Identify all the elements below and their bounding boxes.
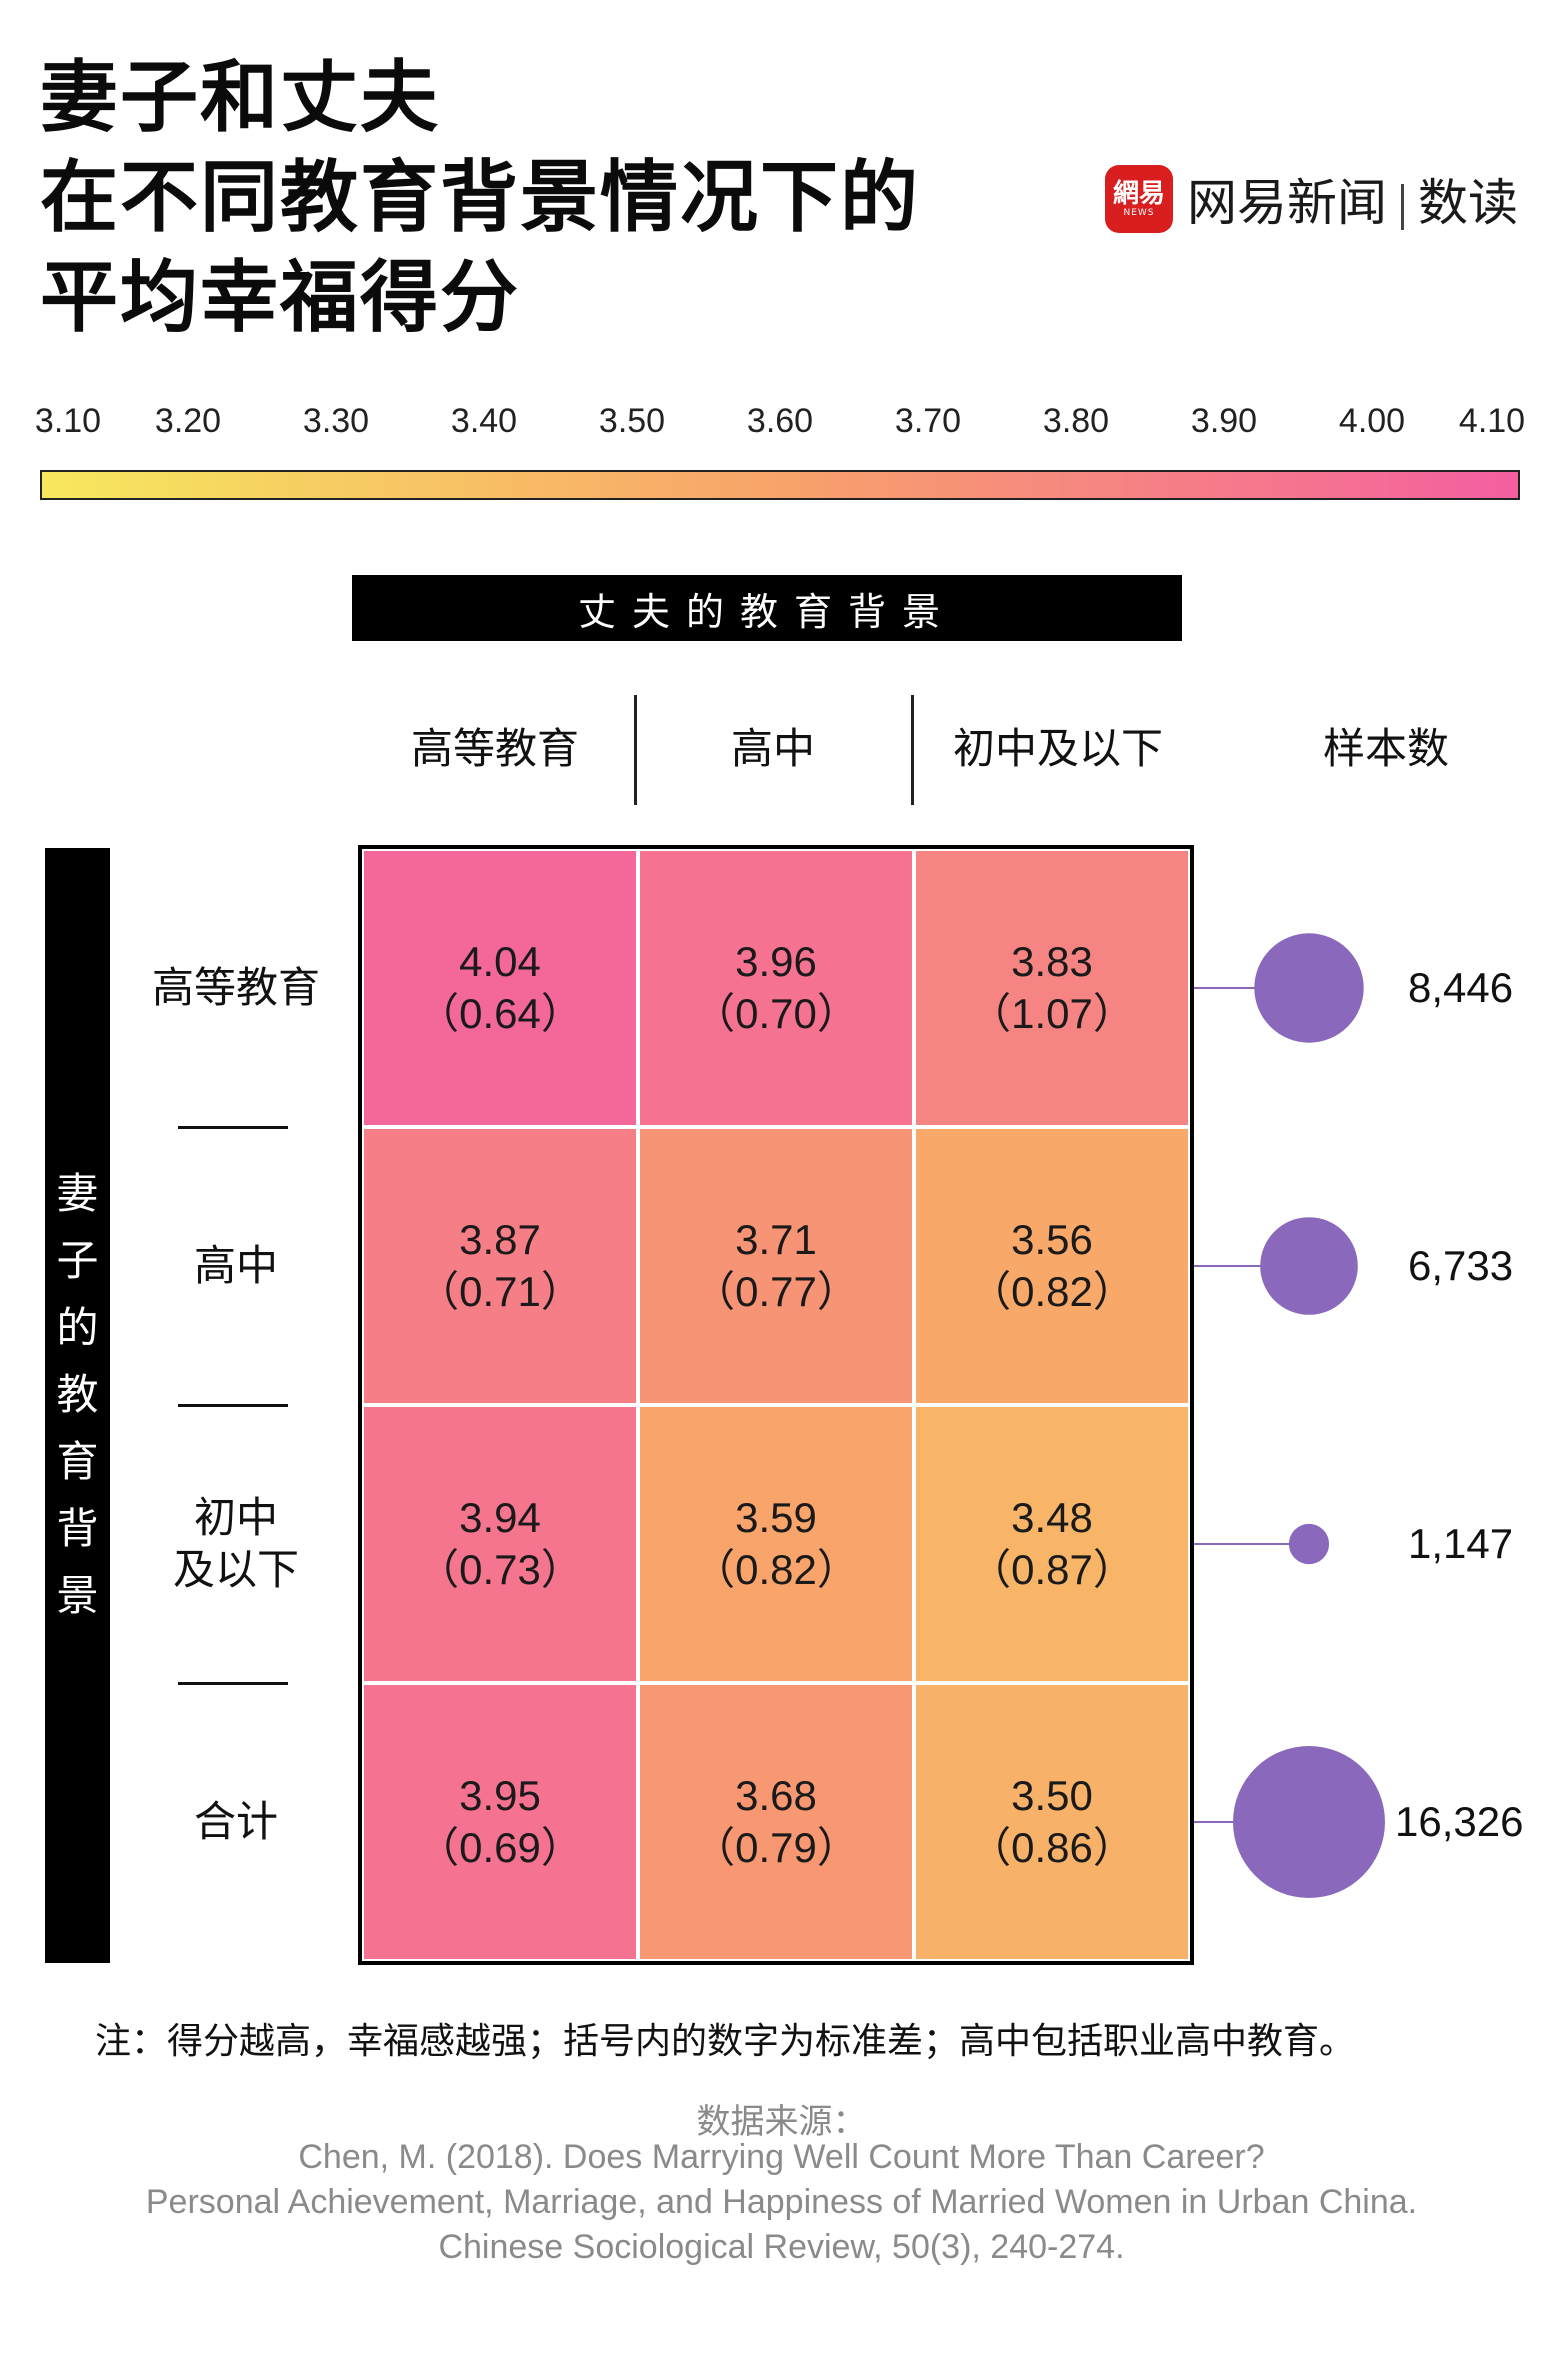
side-label-char: 妻: [56, 1169, 99, 1218]
cell-sd-label: （0.64）: [417, 990, 583, 1037]
heatmap-cell: 3.94 （0.73）: [362, 1405, 638, 1683]
heatmap-grid: 4.04 （0.64） 3.96 （0.70） 3.83 （1.07） 3.87 （0.71）…: [358, 845, 1194, 1965]
sample-size-label: 16,326: [1395, 1798, 1524, 1845]
source-label: 数据来源：: [696, 2102, 867, 2142]
cell-mean-label: 3.50: [1011, 1772, 1093, 1819]
source-line-3: Chinese Sociological Review, 50(3), 240-…: [438, 2228, 1125, 2266]
heatmap-cell: 3.48 （0.87）: [914, 1405, 1190, 1683]
sample-size-label: 1,147: [1408, 1520, 1514, 1567]
sample-size-bubble: [1254, 933, 1364, 1043]
cell-mean-label: 3.48: [1011, 1494, 1093, 1541]
colorbar-tick-label: 3.50: [598, 402, 666, 440]
row-separator: [178, 1126, 288, 1129]
colorbar-tick-label: 3.40: [450, 402, 518, 440]
brand-badge-sub: NEWS: [1123, 208, 1155, 218]
side-label-char: 育: [56, 1437, 99, 1486]
cell-sd-label: （0.82）: [969, 1268, 1135, 1315]
brand-name: 网易新闻: [1187, 174, 1387, 232]
side-label-char: 背: [56, 1504, 99, 1553]
colorbar-tick-label: 3.10: [34, 402, 102, 440]
cell-mean-label: 3.95: [459, 1772, 541, 1819]
wife-education-label: 妻子的教育背景: [45, 848, 110, 1963]
sample-size-label: 8,446: [1408, 964, 1514, 1011]
cell-sd-label: （0.71）: [417, 1268, 583, 1315]
row-label: 高等教育: [151, 963, 321, 1012]
colorbar-tick-label: 3.20: [154, 402, 222, 440]
cell-mean-label: 3.56: [1011, 1216, 1093, 1263]
source-line-2: Personal Achievement, Marriage, and Happ…: [145, 2183, 1418, 2221]
sample-size-bubble: [1233, 1746, 1385, 1898]
heatmap-cell: 3.71 （0.77）: [638, 1127, 914, 1405]
col-header-highschool: 高中: [730, 724, 816, 773]
husband-education-banner: 丈夫的教育背景: [352, 575, 1182, 641]
row-label: 高中: [193, 1241, 279, 1290]
heatmap-cell: 3.87 （0.71）: [362, 1127, 638, 1405]
sample-size-bubble: [1260, 1217, 1358, 1315]
col-header-higher: 高等教育: [410, 724, 580, 773]
color-scale-bar: [40, 470, 1520, 500]
cell-sd-label: （0.73）: [417, 1546, 583, 1593]
cell-mean-label: 3.59: [735, 1494, 817, 1541]
cell-mean-label: 4.04: [459, 938, 541, 985]
cell-sd-label: （1.07）: [969, 990, 1135, 1037]
col-header-sample: 样本数: [1322, 724, 1450, 773]
title-line-2: 在不同教育背景情况下的: [40, 153, 921, 243]
cell-sd-label: （0.86）: [969, 1824, 1135, 1871]
cell-mean-label: 3.87: [459, 1216, 541, 1263]
source-line-1: Chen, M. (2018). Does Marrying Well Coun…: [298, 2138, 1265, 2176]
col-header-divider: [634, 695, 637, 805]
brand-badge-main: 網易: [1112, 179, 1165, 209]
heatmap-cell: 3.95 （0.69）: [362, 1683, 638, 1961]
heatmap-cell: 3.56 （0.82）: [914, 1127, 1190, 1405]
heatmap-cell: 3.50 （0.86）: [914, 1683, 1190, 1961]
colorbar-tick-label: 3.60: [746, 402, 814, 440]
heatmap-cell: 4.04 （0.64）: [362, 849, 638, 1127]
heatmap-cell: 3.83 （1.07）: [914, 849, 1190, 1127]
cell-sd-label: （0.79）: [693, 1824, 859, 1871]
cell-mean-label: 3.96: [735, 938, 817, 985]
colorbar-tick-label: 4.10: [1458, 402, 1526, 440]
heatmap-cell: 3.59 （0.82）: [638, 1405, 914, 1683]
brand-badge-icon: 網易 NEWS: [1105, 165, 1173, 233]
cell-mean-label: 3.71: [735, 1216, 817, 1263]
footnote: 注：得分越高，幸福感越强；括号内的数字为标准差；高中包括职业高中教育。: [95, 2021, 1356, 2062]
heatmap-cell: 3.68 （0.79）: [638, 1683, 914, 1961]
cell-mean-label: 3.94: [459, 1494, 541, 1541]
cell-sd-label: （0.70）: [693, 990, 859, 1037]
colorbar-tick-label: 3.80: [1042, 402, 1110, 440]
col-header-divider: [911, 695, 914, 805]
brand-section: 数读: [1418, 174, 1518, 232]
sample-size-label: 6,733: [1408, 1242, 1514, 1289]
title-line-3: 平均幸福得分: [40, 253, 521, 343]
colorbar-tick-label: 3.70: [894, 402, 962, 440]
col-header-middle: 初中及以下: [952, 724, 1164, 773]
cell-mean-label: 3.68: [735, 1772, 817, 1819]
colorbar-tick-label: 3.30: [302, 402, 370, 440]
sample-size-bubble: [1288, 1523, 1330, 1565]
cell-sd-label: （0.69）: [417, 1824, 583, 1871]
row-separator: [178, 1682, 288, 1685]
cell-sd-label: （0.77）: [693, 1268, 859, 1315]
colorbar-tick-label: 4.00: [1338, 402, 1406, 440]
cell-sd-label: （0.87）: [969, 1546, 1135, 1593]
cell-mean-label: 3.83: [1011, 938, 1093, 985]
colorbar-tick-label: 3.90: [1190, 402, 1258, 440]
side-label-char: 的: [56, 1303, 99, 1352]
row-separator: [178, 1404, 288, 1407]
row-label: 合计: [193, 1797, 279, 1846]
side-label-char: 教: [56, 1370, 99, 1419]
cell-sd-label: （0.82）: [693, 1546, 859, 1593]
brand-name-wrap: 网易新闻 数读: [1187, 163, 1518, 235]
title-line-1: 妻子和丈夫: [40, 53, 441, 143]
brand-divider: [1401, 183, 1404, 230]
side-label-char: 子: [56, 1236, 99, 1285]
heatmap-cell: 3.96 （0.70）: [638, 849, 914, 1127]
side-label-char: 景: [56, 1571, 99, 1620]
row-label: 初中 及以下: [172, 1493, 300, 1594]
brand-logo: 網易 NEWS 网易新闻 数读: [1105, 162, 1518, 236]
